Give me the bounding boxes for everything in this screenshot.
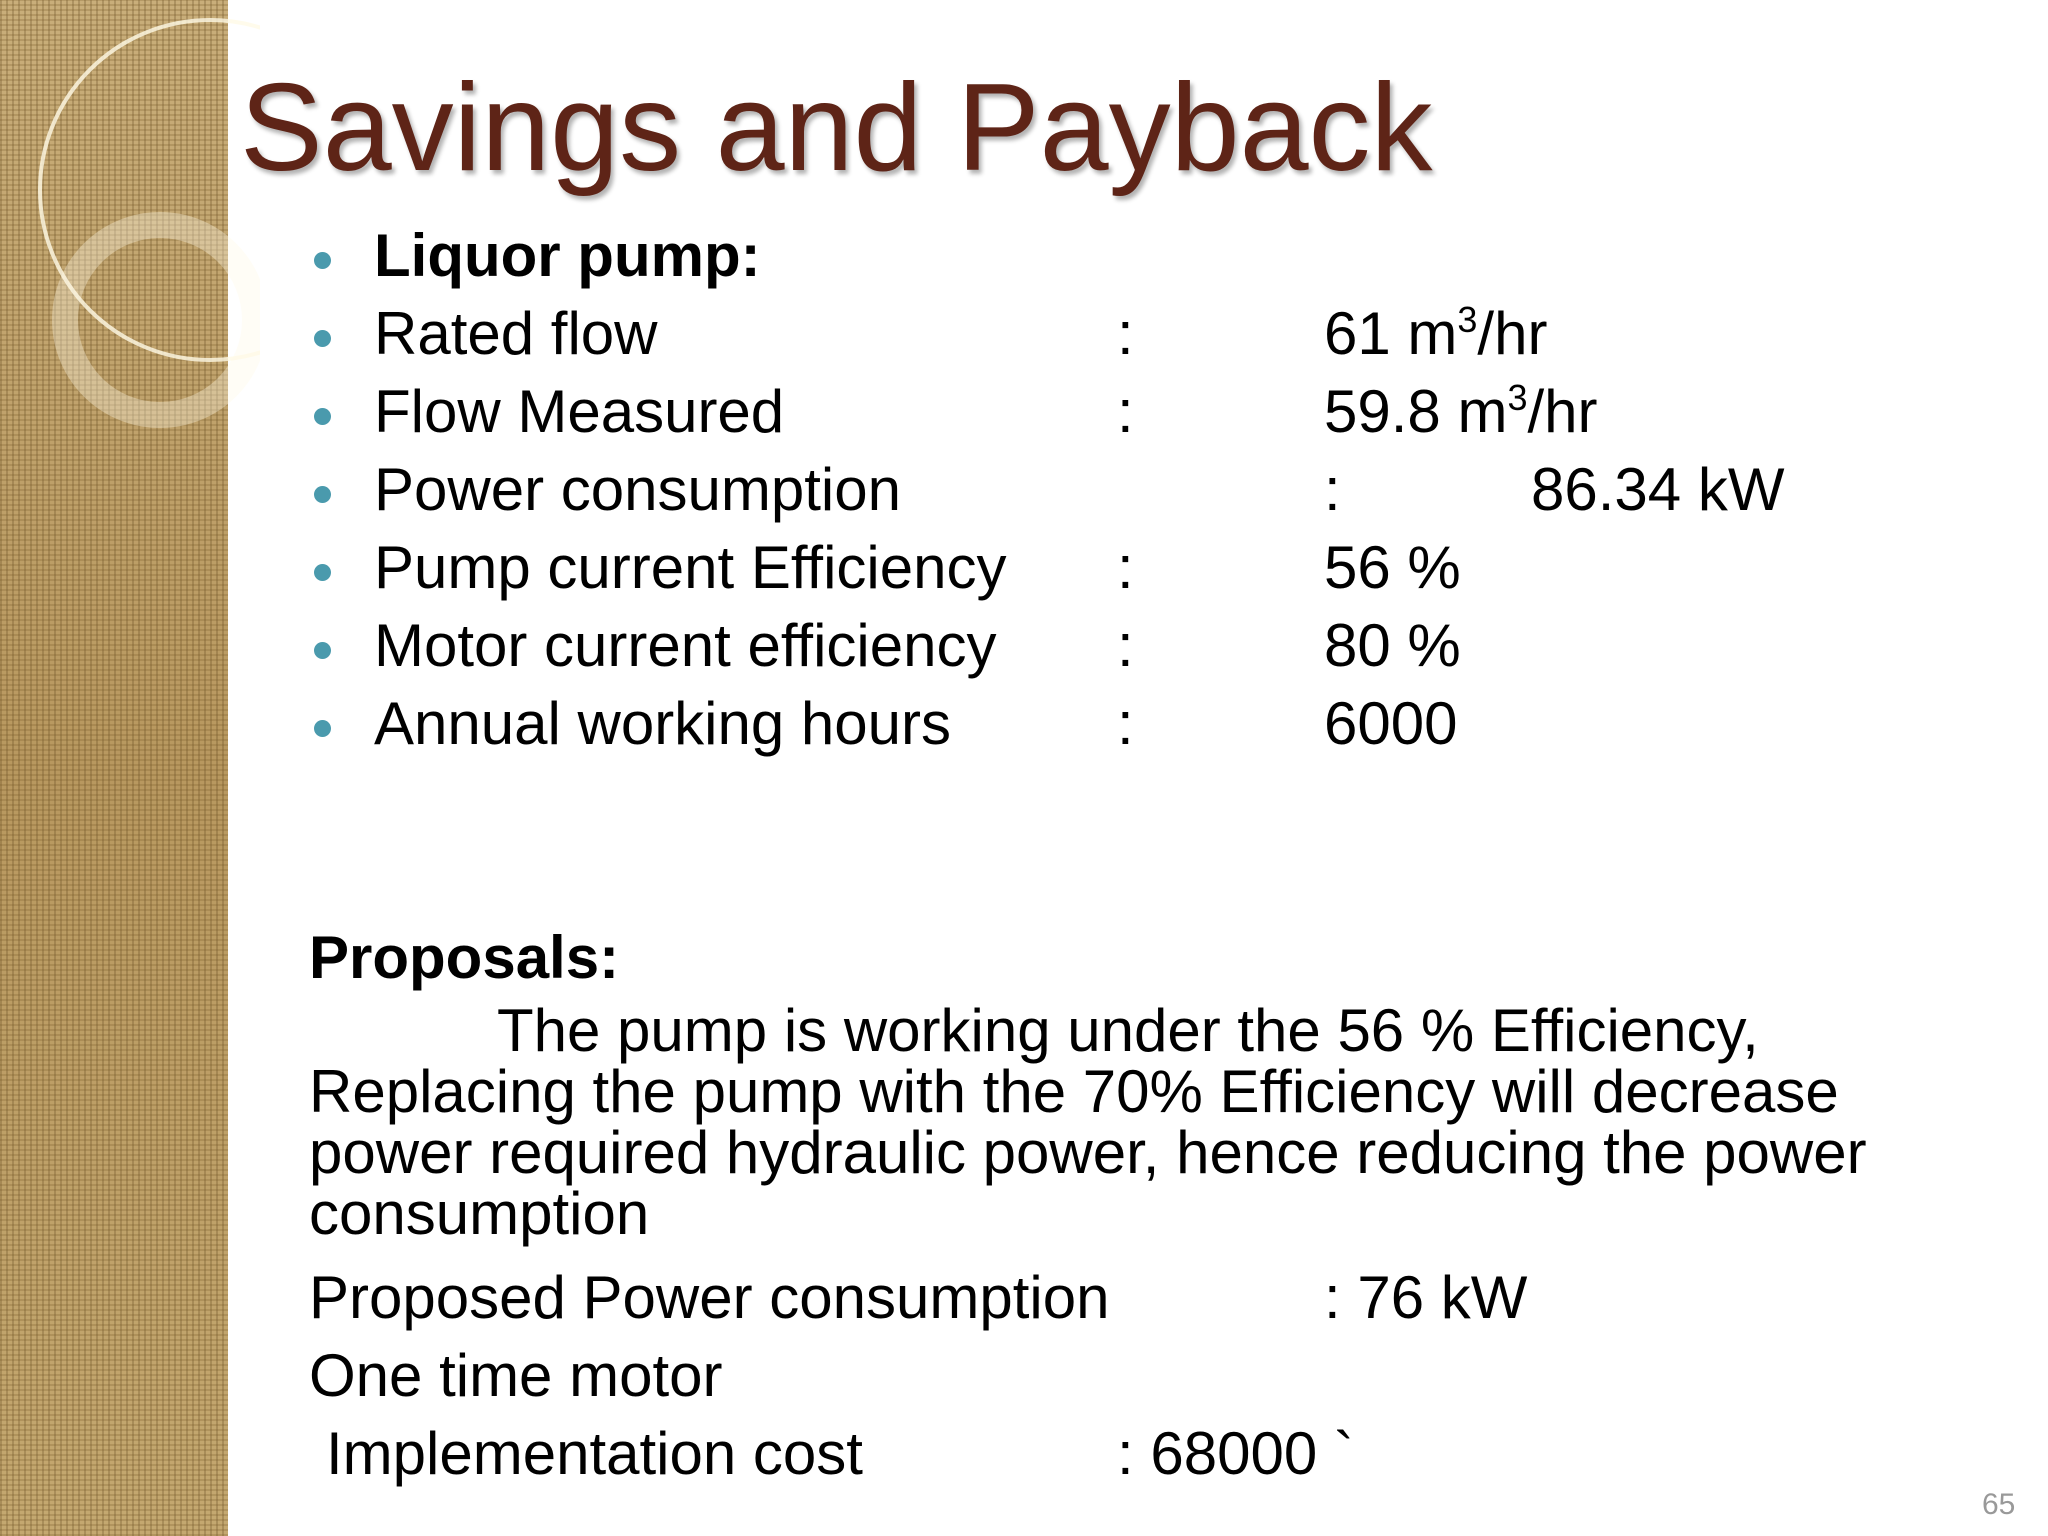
row-label: One time motor bbox=[309, 1342, 723, 1409]
bullet-dot bbox=[314, 408, 331, 425]
separator: : bbox=[1117, 300, 1134, 367]
bullet-label: Power consumption bbox=[374, 456, 901, 523]
superscript: 3 bbox=[1507, 377, 1528, 418]
value-text: 6000 bbox=[1324, 690, 1458, 757]
value-text: 61 m bbox=[1324, 300, 1458, 367]
page-number: 65 bbox=[1982, 1488, 2016, 1521]
bullet-dot bbox=[314, 720, 331, 737]
bullet-value: 86.34 kW bbox=[1531, 460, 1784, 520]
title: Savings and Payback bbox=[240, 59, 1433, 197]
texture-band bbox=[0, 0, 228, 1536]
row-label: Proposed Power consumption bbox=[309, 1264, 1110, 1331]
bullet-label: Flow Measured bbox=[374, 378, 785, 445]
bullet-label: Motor current efficiency bbox=[374, 612, 997, 679]
value-text: 86.34 kW bbox=[1531, 456, 1785, 523]
bullet-dot bbox=[314, 252, 331, 269]
value-suffix: /hr bbox=[1527, 378, 1598, 445]
bullet-value: 61 m3/hr bbox=[1324, 302, 1547, 364]
separator: : bbox=[1117, 534, 1134, 601]
row-value: : 76 kW bbox=[1324, 1264, 1528, 1331]
proposals-heading: Proposals: bbox=[309, 924, 620, 991]
separator: : bbox=[1324, 456, 1341, 523]
proposal-text: The pump is working under the 56 % Effic… bbox=[309, 997, 1867, 1247]
row-label: Implementation cost bbox=[326, 1420, 863, 1487]
separator: : bbox=[1117, 378, 1134, 445]
bullet-value: 56 % bbox=[1324, 538, 1461, 598]
row-value: : 68000 ` bbox=[1117, 1420, 1354, 1487]
separator: : bbox=[1117, 612, 1134, 679]
bullet-value: 80 % bbox=[1324, 616, 1461, 676]
bullet-value: 59.8 m3/hr bbox=[1324, 380, 1598, 442]
bullet-dot bbox=[314, 564, 331, 581]
bullet-label: Liquor pump: bbox=[374, 222, 761, 289]
bullet-value: 6000 bbox=[1324, 694, 1457, 754]
value-suffix: /hr bbox=[1477, 300, 1548, 367]
bullet-label: Rated flow bbox=[374, 300, 658, 367]
superscript: 3 bbox=[1457, 299, 1478, 340]
bullet-dot bbox=[314, 486, 331, 503]
bullet-label: Annual working hours bbox=[374, 690, 952, 757]
decoration bbox=[38, 18, 260, 428]
bullet-dot bbox=[314, 330, 331, 347]
separator: : bbox=[1117, 690, 1134, 757]
value-text: 80 % bbox=[1324, 612, 1461, 679]
value-text: 56 % bbox=[1324, 534, 1461, 601]
bullet-dot bbox=[314, 642, 331, 659]
bullet-label: Pump current Efficiency bbox=[374, 534, 1007, 601]
value-text: 59.8 m bbox=[1324, 378, 1508, 445]
